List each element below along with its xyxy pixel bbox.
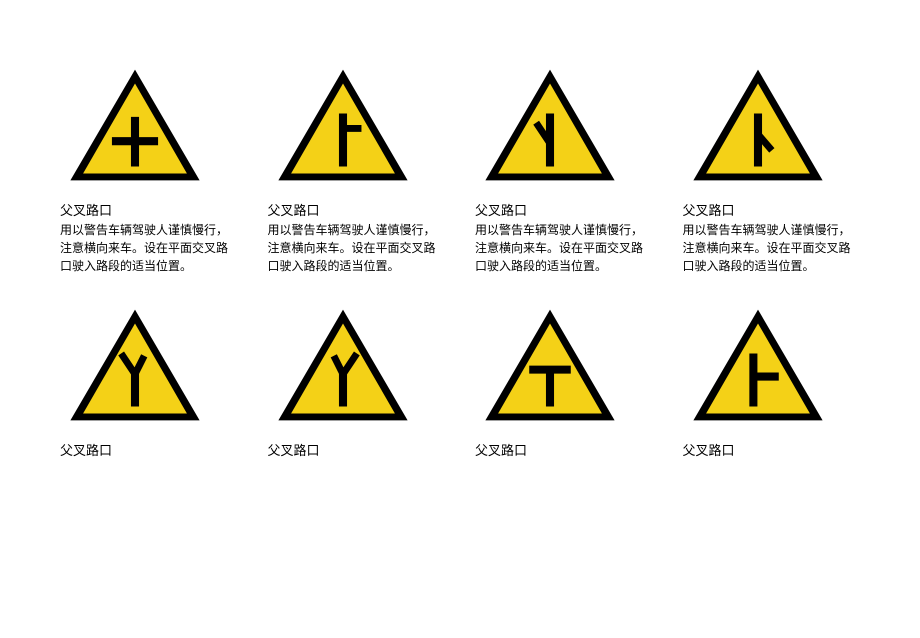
warning-sign-y-right [268, 300, 418, 430]
triangle-sign-icon [65, 305, 205, 425]
triangle-sign-icon [273, 305, 413, 425]
warning-sign-cross [60, 60, 210, 190]
sign-title: 父叉路口 [683, 200, 861, 219]
sign-title: 父叉路口 [60, 200, 238, 219]
sign-cell-t-right: 父叉路口 [683, 300, 861, 461]
triangle-sign-icon [65, 65, 205, 185]
sign-description: 用以警告车辆驾驶人谨慎慢行，注意横向来车。设在平面交叉路口驶入路段的适当位置。 [60, 221, 238, 275]
triangle-sign-icon [480, 305, 620, 425]
sign-cell-branch-right: 父叉路口用以警告车辆驾驶人谨慎慢行，注意横向来车。设在平面交叉路口驶入路段的适当… [683, 60, 861, 275]
sign-title: 父叉路口 [683, 440, 861, 459]
triangle-sign-icon [688, 305, 828, 425]
sign-cell-cross: 父叉路口用以警告车辆驾驶人谨慎慢行，注意横向来车。设在平面交叉路口驶入路段的适当… [60, 60, 238, 275]
sign-title: 父叉路口 [60, 440, 238, 459]
triangle-sign-icon [480, 65, 620, 185]
sign-title: 父叉路口 [475, 440, 653, 459]
sign-title: 父叉路口 [268, 440, 446, 459]
warning-sign-merge-left [475, 60, 625, 190]
warning-sign-branch-right [683, 60, 833, 190]
warning-sign-t-right-upper [268, 60, 418, 190]
sign-cell-t-right-upper: 父叉路口用以警告车辆驾驶人谨慎慢行，注意横向来车。设在平面交叉路口驶入路段的适当… [268, 60, 446, 275]
triangle-sign-icon [688, 65, 828, 185]
sign-description: 用以警告车辆驾驶人谨慎慢行，注意横向来车。设在平面交叉路口驶入路段的适当位置。 [475, 221, 653, 275]
sign-description: 用以警告车辆驾驶人谨慎慢行，注意横向来车。设在平面交叉路口驶入路段的适当位置。 [683, 221, 861, 275]
sign-title: 父叉路口 [475, 200, 653, 219]
warning-sign-t-top [475, 300, 625, 430]
triangle-sign-icon [273, 65, 413, 185]
sign-description: 用以警告车辆驾驶人谨慎慢行，注意横向来车。设在平面交叉路口驶入路段的适当位置。 [268, 221, 446, 275]
sign-cell-t-top: 父叉路口 [475, 300, 653, 461]
warning-sign-t-right [683, 300, 833, 430]
warning-sign-y-left [60, 300, 210, 430]
sign-title: 父叉路口 [268, 200, 446, 219]
sign-cell-y-right: 父叉路口 [268, 300, 446, 461]
sign-cell-merge-left: 父叉路口用以警告车辆驾驶人谨慎慢行，注意横向来车。设在平面交叉路口驶入路段的适当… [475, 60, 653, 275]
sign-grid: 父叉路口用以警告车辆驾驶人谨慎慢行，注意横向来车。设在平面交叉路口驶入路段的适当… [60, 60, 860, 461]
sign-cell-y-left: 父叉路口 [60, 300, 238, 461]
